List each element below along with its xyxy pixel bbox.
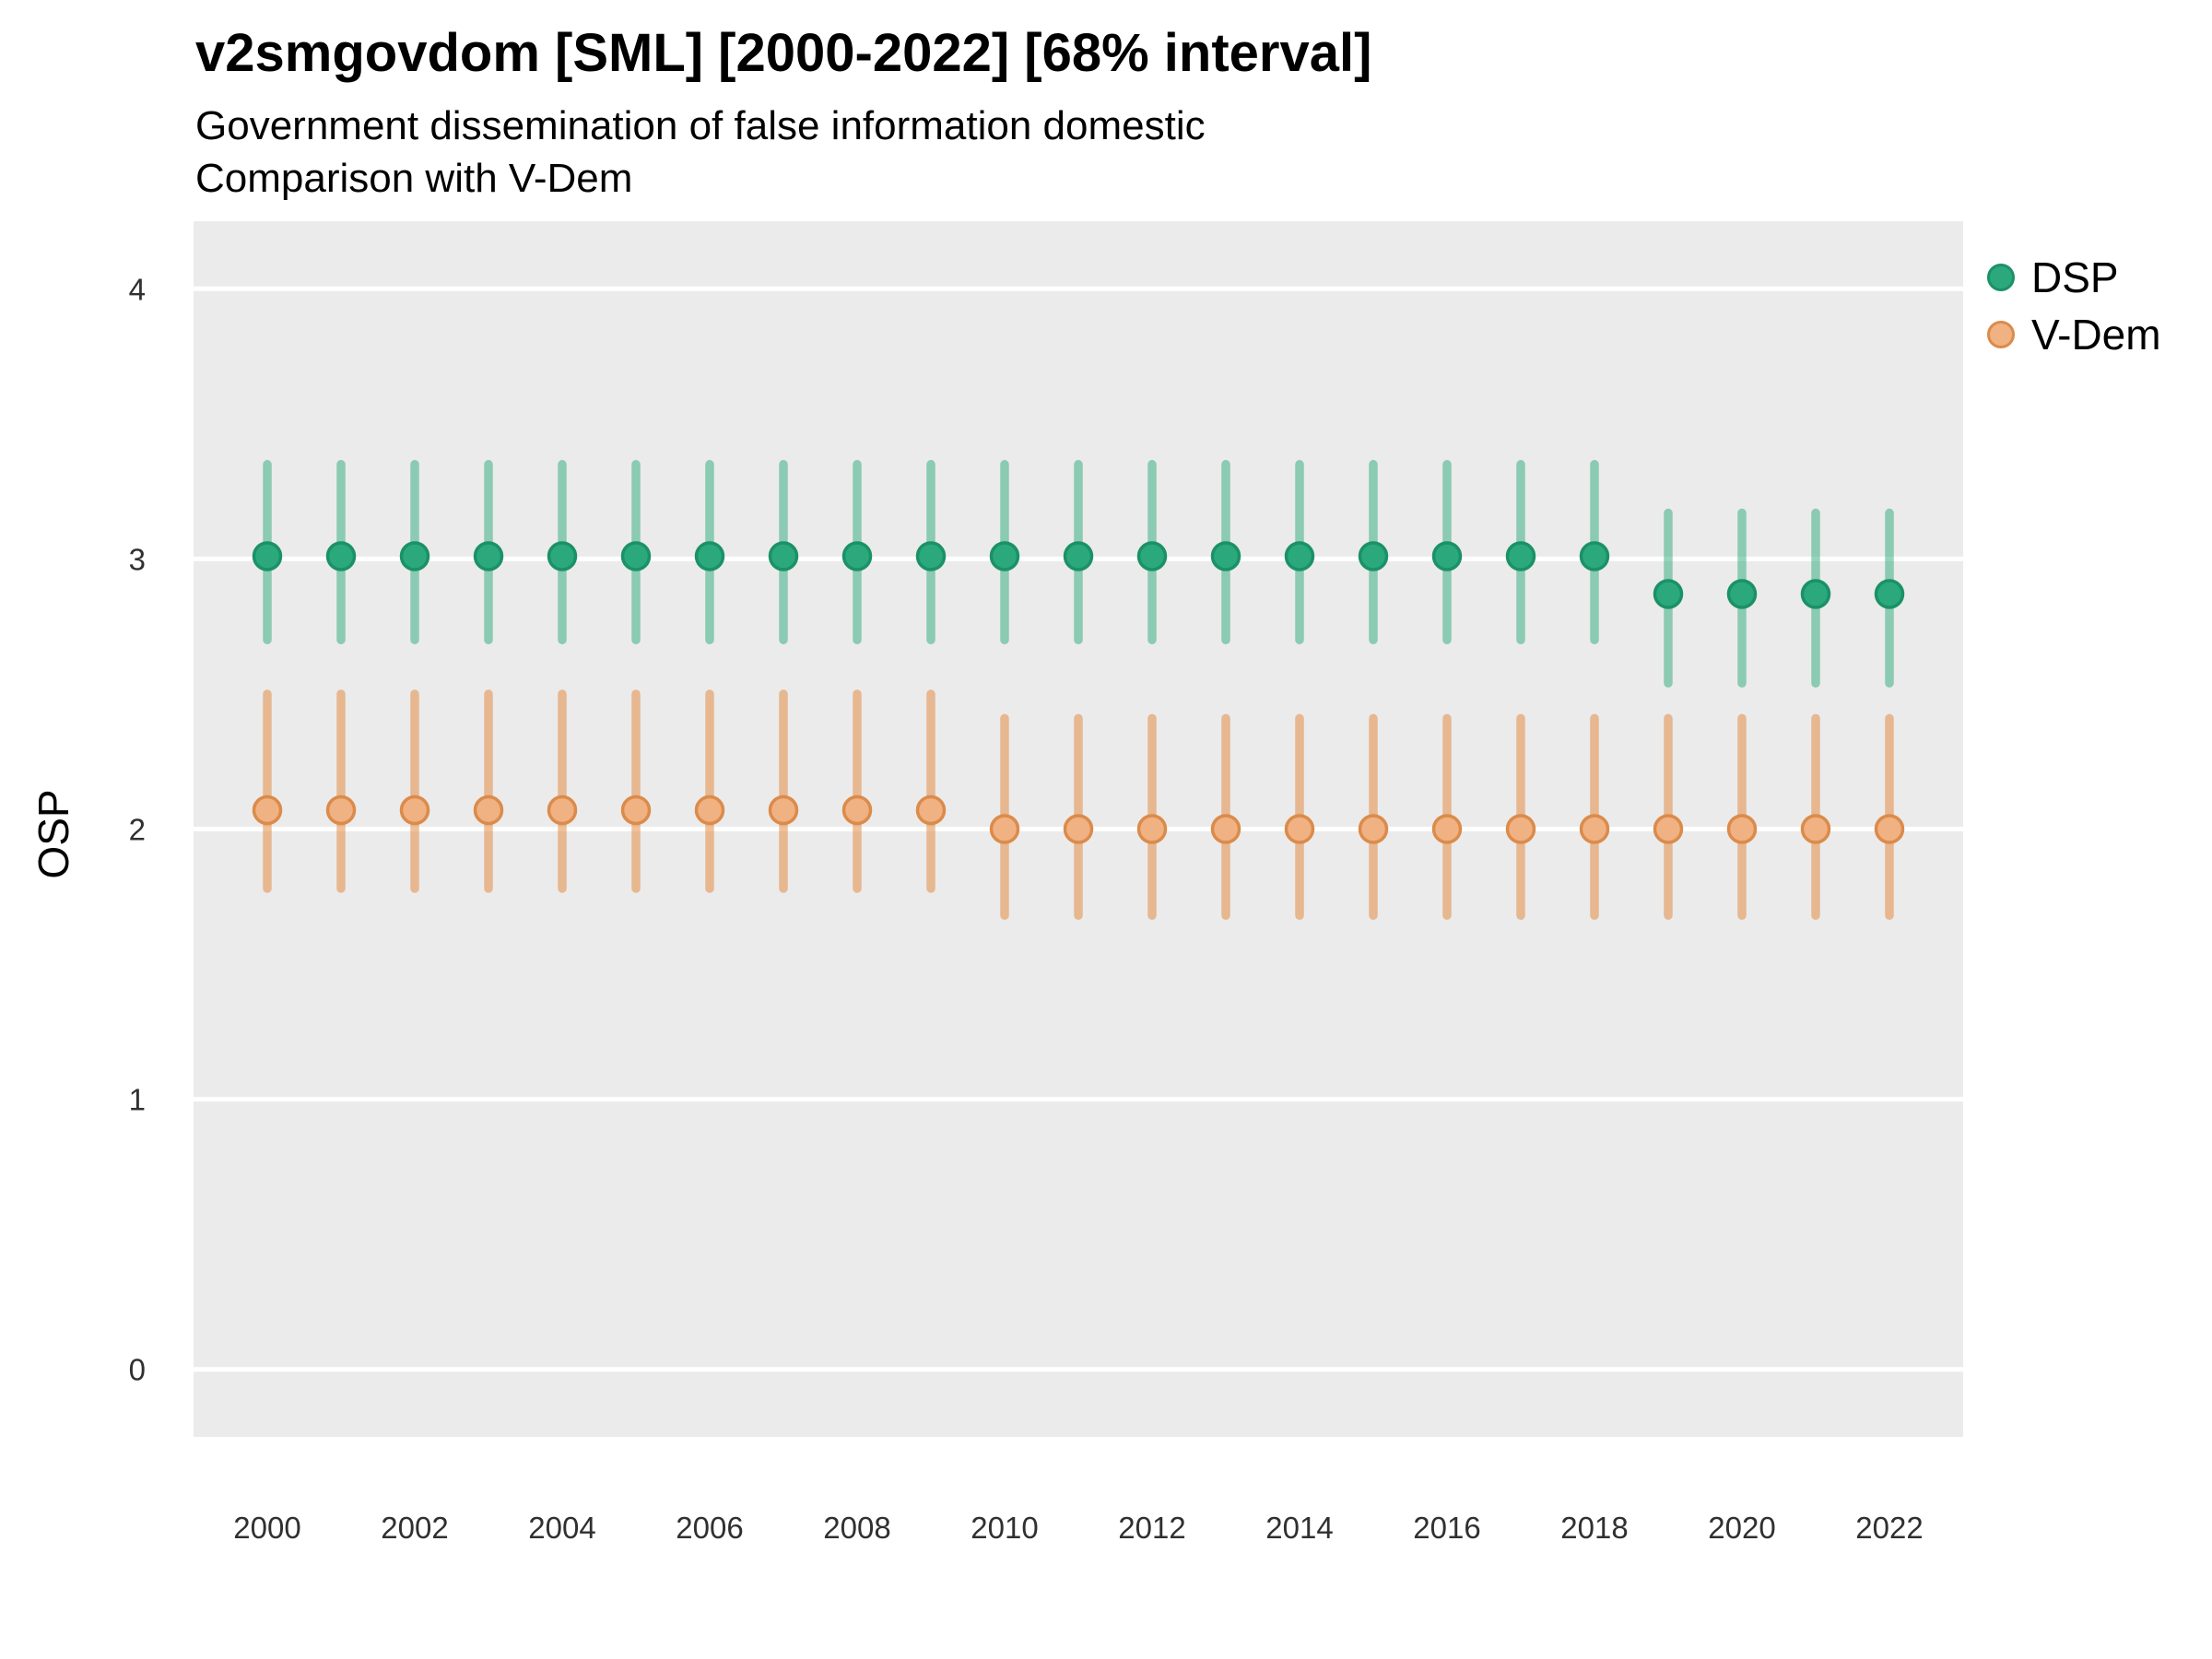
x-tick-label: 2010 — [971, 1511, 1038, 1545]
data-point-dsp — [1505, 541, 1536, 571]
data-point-v-dem — [620, 794, 652, 826]
x-tick-label: 2008 — [823, 1511, 890, 1545]
y-tick-label: 4 — [129, 272, 146, 306]
legend-item-vdem: V-Dem — [1987, 306, 2161, 363]
data-point-dsp — [1800, 579, 1831, 609]
data-point-dsp — [1874, 579, 1905, 609]
data-point-v-dem — [325, 794, 357, 826]
x-tick-label: 2006 — [676, 1511, 743, 1545]
data-point-v-dem — [1653, 814, 1684, 844]
data-point-v-dem — [989, 814, 1020, 844]
y-axis-title: OSP — [29, 789, 77, 879]
data-point-dsp — [1284, 541, 1315, 571]
legend-label-vdem: V-Dem — [2031, 311, 2161, 359]
y-tick-label: 1 — [129, 1083, 146, 1117]
data-point-dsp — [1431, 541, 1463, 571]
chart-title: v2smgovdom [SML] [2000-2022] [68% interv… — [195, 23, 1372, 83]
x-tick-label: 2004 — [528, 1511, 595, 1545]
x-tick-label: 2012 — [1118, 1511, 1185, 1545]
data-point-dsp — [989, 541, 1020, 571]
data-point-dsp — [1653, 579, 1684, 609]
vdem-legend-marker-icon — [1987, 321, 2015, 348]
legend: DSP V-Dem — [1987, 249, 2161, 363]
data-point-dsp — [252, 541, 283, 571]
data-point-v-dem — [1800, 814, 1831, 844]
x-tick-label: 2014 — [1265, 1511, 1333, 1545]
data-point-dsp — [1579, 541, 1610, 571]
data-point-dsp — [1136, 541, 1168, 571]
x-tick-label: 2002 — [381, 1511, 448, 1545]
x-tick-label: 2000 — [233, 1511, 300, 1545]
y-tick-label: 0 — [129, 1353, 146, 1387]
legend-label-dsp: DSP — [2031, 253, 2119, 301]
data-point-v-dem — [915, 794, 947, 826]
legend-item-dsp: DSP — [1987, 249, 2161, 306]
data-point-v-dem — [252, 794, 283, 826]
data-point-dsp — [620, 541, 652, 571]
data-point-dsp — [325, 541, 357, 571]
data-point-v-dem — [768, 794, 799, 826]
data-point-v-dem — [1431, 814, 1463, 844]
data-point-v-dem — [1136, 814, 1168, 844]
data-point-dsp — [768, 541, 799, 571]
data-point-v-dem — [1063, 814, 1094, 844]
data-point-dsp — [694, 541, 725, 571]
data-point-v-dem — [399, 794, 430, 826]
x-tick-label: 2022 — [1855, 1511, 1923, 1545]
data-point-dsp — [1358, 541, 1389, 571]
data-point-v-dem — [473, 794, 504, 826]
data-point-v-dem — [1726, 814, 1758, 844]
y-tick-label: 3 — [129, 542, 146, 576]
data-point-dsp — [1726, 579, 1758, 609]
data-point-v-dem — [841, 794, 873, 826]
data-point-dsp — [473, 541, 504, 571]
data-point-dsp — [915, 541, 947, 571]
data-point-v-dem — [694, 794, 725, 826]
x-tick-label: 2020 — [1708, 1511, 1775, 1545]
data-point-v-dem — [1579, 814, 1610, 844]
data-point-dsp — [841, 541, 873, 571]
chart-subtitle-2: Comparison with V-Dem — [195, 156, 633, 201]
x-tick-label: 2016 — [1413, 1511, 1480, 1545]
y-tick-label: 2 — [129, 813, 146, 847]
data-point-v-dem — [1505, 814, 1536, 844]
data-point-v-dem — [1874, 814, 1905, 844]
chart-subtitle: Government dissemination of false inform… — [195, 103, 1206, 148]
data-point-dsp — [1063, 541, 1094, 571]
data-point-v-dem — [1284, 814, 1315, 844]
data-point-dsp — [1210, 541, 1241, 571]
x-tick-label: 2018 — [1560, 1511, 1628, 1545]
data-point-dsp — [547, 541, 578, 571]
data-point-dsp — [399, 541, 430, 571]
dsp-legend-marker-icon — [1987, 264, 2015, 291]
data-point-v-dem — [1210, 814, 1241, 844]
data-point-v-dem — [547, 794, 578, 826]
data-point-v-dem — [1358, 814, 1389, 844]
